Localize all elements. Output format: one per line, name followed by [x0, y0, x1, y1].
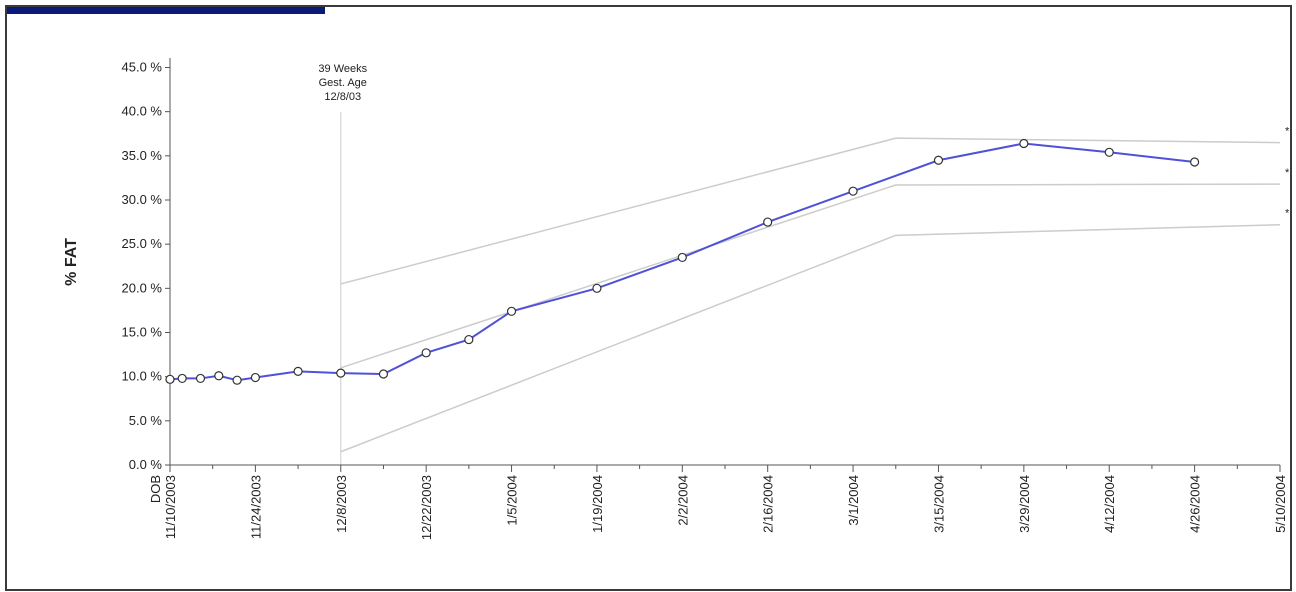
- data-point: [848, 186, 858, 196]
- data-point: [177, 373, 187, 384]
- data-point: [293, 366, 303, 376]
- axes: [166, 58, 1280, 471]
- x-tick-label: 12/8/2003: [334, 475, 349, 533]
- y-tick-label: 5.0 %: [129, 413, 163, 428]
- reference-curve: [340, 183, 1281, 369]
- header-tab: [7, 7, 325, 14]
- data-point: [464, 334, 474, 345]
- x-tick-label: 3/15/2004: [931, 475, 946, 533]
- data-point: [336, 368, 346, 378]
- x-tick-label: 11/10/2003: [163, 475, 178, 539]
- y-tick-label: 0.0 %: [129, 457, 163, 472]
- data-point: [195, 373, 206, 384]
- x-tick-label: 2/2/2004: [675, 475, 690, 526]
- x-tick-label: 1/5/2004: [505, 475, 520, 526]
- x-tick-label: 4/12/2004: [1102, 475, 1117, 533]
- data-point: [677, 252, 687, 263]
- data-point: [421, 348, 431, 358]
- y-tick-label: 30.0 %: [122, 192, 163, 207]
- data-point: [506, 306, 517, 316]
- y-tick-label: 35.0 %: [122, 148, 163, 163]
- y-tick-label: 10.0 %: [122, 369, 163, 384]
- reference-curve: [340, 223, 1281, 453]
- data-point: [933, 155, 944, 165]
- y-axis-label: % FAT: [63, 238, 80, 286]
- x-tick-label: 4/26/2004: [1188, 475, 1203, 533]
- data-point: [1104, 147, 1114, 157]
- y-tick-label: 25.0 %: [122, 236, 163, 251]
- series: [165, 138, 1200, 385]
- data-point: [592, 283, 602, 293]
- data-point: [232, 375, 242, 385]
- y-tick-label: 20.0 %: [122, 280, 163, 295]
- reference-curve-label: *: [1285, 208, 1290, 220]
- y-tick-label: 45.0 %: [122, 60, 163, 75]
- y-axis-label-group: % FAT: [63, 238, 80, 286]
- x-tick-label: 3/29/2004: [1017, 475, 1032, 533]
- data-point: [250, 372, 260, 383]
- y-ticks: 0.0 % 5.0 % 10.0 % 15.0 % 20.0 % 25.0 % 30.0 %…: [122, 60, 170, 472]
- data-point: [214, 371, 224, 381]
- data-point: [165, 374, 175, 384]
- gestational-age-text: 12/8/03: [324, 91, 361, 103]
- x-tick-label: 1/19/2004: [590, 475, 605, 533]
- reference-curve-label: *: [1285, 167, 1290, 179]
- gestational-age-annotation: 39 Weeks Gest. Age 12/8/03: [318, 63, 368, 465]
- data-point: [763, 217, 773, 227]
- gestational-age-text: 39 Weeks: [318, 63, 367, 75]
- y-tick-label: 40.0 %: [122, 104, 163, 119]
- gestational-age-text: Gest. Age: [319, 77, 367, 89]
- x-tick-label-dob: DOB: [148, 475, 163, 503]
- data-point: [1190, 157, 1200, 167]
- x-tick-label: 5/10/2004: [1273, 475, 1288, 533]
- data-point: [1019, 138, 1029, 149]
- reference-curves: * * *: [340, 126, 1290, 453]
- x-tick-label: 11/24/2003: [248, 475, 263, 539]
- reference-curve: [340, 137, 1281, 285]
- reference-curve-label: *: [1285, 126, 1290, 138]
- x-tick-label: 3/1/2004: [846, 475, 861, 526]
- data-point: [378, 369, 389, 379]
- x-tick-label: 2/16/2004: [761, 475, 776, 533]
- chart-frame: [5, 5, 1292, 591]
- y-tick-label: 15.0 %: [122, 325, 163, 340]
- x-tick-label: 12/22/2003: [419, 475, 434, 540]
